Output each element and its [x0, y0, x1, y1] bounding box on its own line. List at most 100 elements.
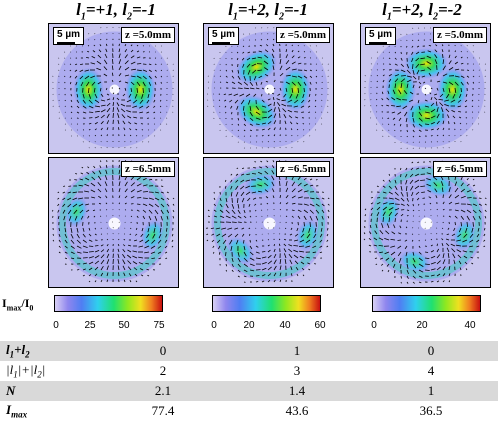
field-arrow	[309, 81, 312, 85]
field-arrow	[130, 196, 135, 199]
field-arrow	[483, 245, 486, 248]
field-arrow	[460, 195, 466, 199]
field-arrow	[442, 208, 445, 211]
field-arrow	[315, 81, 317, 84]
field-arrow	[315, 69, 318, 71]
field-arrow	[279, 59, 282, 65]
field-arrow	[424, 269, 430, 271]
intensity-lobe	[296, 219, 320, 251]
field-arrow	[231, 81, 236, 84]
field-arrow	[218, 251, 221, 255]
field-arrow	[315, 179, 318, 181]
field-arrow	[264, 73, 269, 77]
field-arrow	[454, 181, 458, 187]
field-arrow	[249, 245, 253, 250]
field-arrow	[237, 263, 241, 268]
field-arrow	[160, 69, 163, 72]
field-arrow	[118, 195, 121, 199]
field-arrow	[273, 248, 276, 253]
field-arrow	[415, 51, 420, 55]
field-arrow	[245, 179, 251, 182]
field-arrow	[259, 166, 263, 169]
field-arrow	[406, 79, 412, 83]
field-arrow	[469, 233, 474, 238]
field-arrow	[213, 215, 218, 218]
field-arrow	[79, 209, 84, 214]
field-arrow	[288, 248, 293, 253]
field-arrow	[267, 127, 271, 131]
field-arrow	[237, 129, 240, 132]
field-arrow	[466, 197, 472, 199]
field-arrow	[112, 113, 114, 119]
field-arrow	[88, 87, 90, 94]
field-arrow	[104, 188, 108, 193]
field-arrow	[394, 63, 398, 66]
field-arrow	[418, 85, 421, 89]
field-arrow	[433, 176, 438, 181]
field-arrow	[465, 93, 468, 97]
field-arrow	[430, 250, 435, 253]
field-arrow	[79, 75, 84, 80]
field-arrow	[442, 65, 446, 71]
field-arrow	[94, 99, 100, 104]
field-arrow	[436, 260, 441, 265]
field-arrow	[400, 57, 403, 61]
table-cell: 2	[159, 363, 167, 378]
field-arrow	[70, 245, 75, 249]
field-arrow	[76, 105, 80, 109]
field-arrow	[279, 65, 283, 71]
field-arrow	[457, 105, 462, 108]
field-arrow	[132, 261, 138, 265]
field-arrow	[257, 56, 263, 59]
field-arrow	[264, 49, 269, 53]
field-arrow	[132, 105, 138, 108]
field-arrow	[434, 188, 438, 193]
field-arrow	[484, 203, 487, 206]
field-arrow	[399, 123, 402, 127]
field-arrow	[103, 59, 108, 65]
field-arrow	[273, 265, 277, 271]
field-arrow	[436, 233, 438, 235]
field-arrow	[248, 203, 251, 207]
field-arrow	[225, 203, 229, 209]
field-arrow	[126, 254, 132, 259]
field-arrow	[464, 99, 468, 103]
field-arrow	[94, 245, 99, 247]
field-arrow	[235, 191, 239, 197]
field-arrow	[321, 215, 324, 220]
table-cell: 0	[364, 341, 498, 361]
field-arrow	[124, 181, 128, 187]
field-arrow	[279, 272, 282, 277]
field-arrow	[100, 259, 105, 265]
field-arrow	[394, 51, 397, 54]
field-arrow	[138, 245, 144, 248]
field-arrow	[273, 107, 276, 113]
field-arrow	[266, 38, 269, 41]
field-arrow	[426, 61, 432, 65]
field-arrow	[436, 80, 441, 83]
field-arrow	[243, 245, 246, 251]
field-arrow	[436, 280, 440, 283]
field-arrow	[303, 183, 308, 187]
field-arrow	[271, 53, 275, 59]
field-arrow	[436, 113, 440, 119]
field-arrow	[267, 266, 272, 271]
field-arrow	[241, 227, 245, 230]
field-arrow	[418, 263, 424, 267]
intensity-lobe	[280, 67, 311, 112]
field-arrow	[424, 117, 430, 120]
field-arrow	[299, 250, 305, 253]
field-arrow	[471, 227, 474, 233]
field-arrow	[100, 265, 104, 271]
field-arrow	[153, 105, 156, 108]
field-arrow	[454, 87, 457, 93]
field-arrow	[309, 221, 311, 228]
field-arrow	[393, 224, 396, 229]
field-arrow	[441, 238, 444, 241]
field-arrow	[420, 57, 426, 60]
colorbar-2-tick: 20	[243, 320, 255, 331]
field-arrow	[261, 116, 267, 119]
field-arrow	[403, 90, 408, 95]
field-arrow	[227, 233, 233, 238]
field-arrow	[384, 238, 390, 241]
